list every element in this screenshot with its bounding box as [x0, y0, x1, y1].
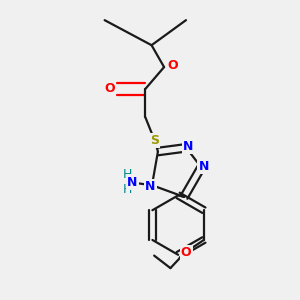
Text: O: O	[167, 59, 178, 72]
Text: O: O	[104, 82, 115, 95]
Text: O: O	[181, 246, 191, 259]
Text: S: S	[150, 134, 159, 147]
Text: N: N	[199, 160, 209, 173]
Text: N: N	[183, 140, 193, 153]
Text: H: H	[122, 168, 132, 181]
Text: H: H	[122, 183, 132, 196]
Text: N: N	[145, 180, 156, 193]
Text: N: N	[127, 176, 137, 189]
